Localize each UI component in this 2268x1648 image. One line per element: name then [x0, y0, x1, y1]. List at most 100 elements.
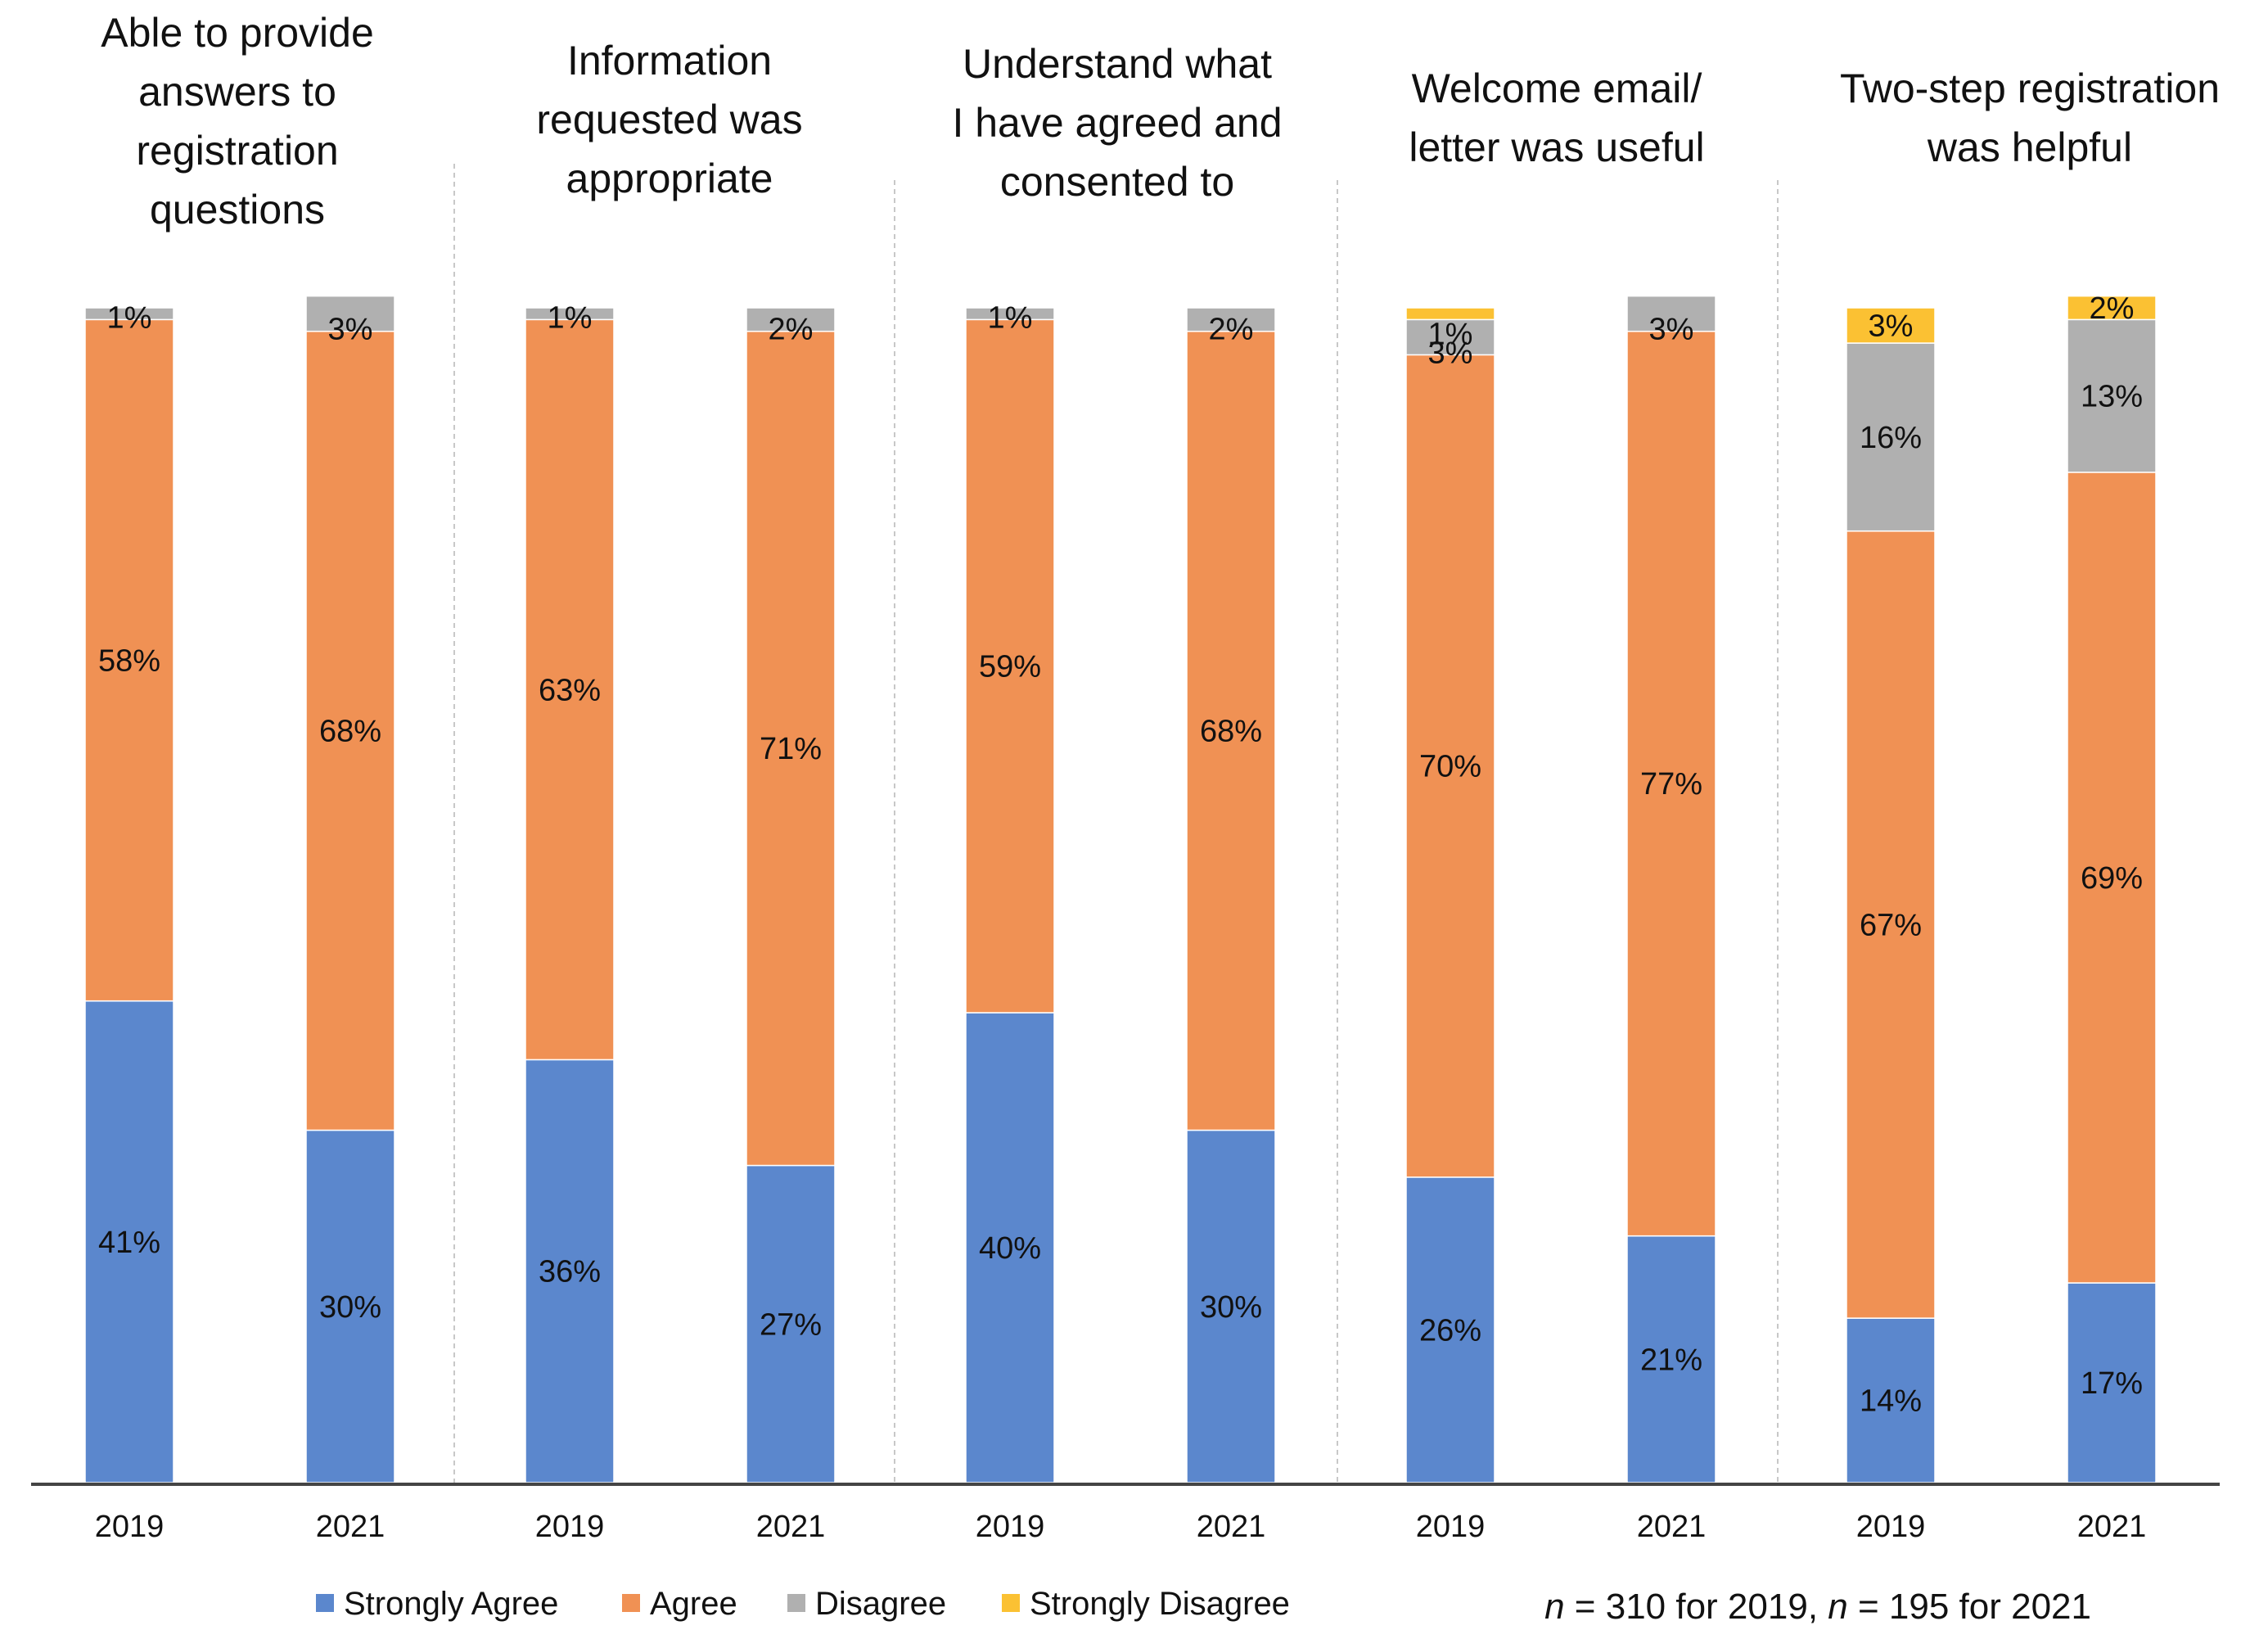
data-label: 3% [1869, 309, 1914, 344]
data-label: 70% [1419, 750, 1481, 784]
legend: Strongly Agree Agree Disagree Strongly Disa… [316, 1586, 1290, 1622]
data-label: 3% [1649, 313, 1694, 347]
group-separators [453, 164, 1779, 1483]
bar-segment-strongly-agree [1846, 1317, 1936, 1483]
data-label: 40% [979, 1231, 1041, 1266]
group-title: Two-step registration was helpful [1840, 65, 2220, 170]
data-label: 13% [2081, 380, 2143, 414]
sample-size-2019: = 310 for 2019, [1565, 1587, 1828, 1627]
bar-segment-strongly-agree [1626, 1235, 1716, 1483]
group-title: Able to provide answers to registration que… [101, 10, 374, 233]
bar-segment-agree [2067, 472, 2157, 1284]
data-label: 3% [328, 313, 373, 347]
bar-2021: 27% 71% 2% [746, 307, 836, 1483]
data-label: 30% [319, 1290, 381, 1325]
group-title-line: Information [567, 38, 772, 84]
legend-item-strongly-agree: Strongly Agree [316, 1586, 558, 1622]
sample-size-n-symbol: n [1828, 1587, 1847, 1627]
bar-segment-disagree [746, 307, 836, 332]
year-label: 2021 [1197, 1510, 1266, 1544]
group-title-line: Two-step registration [1840, 65, 2220, 111]
bar-segment-strongly-agree [1186, 1129, 1276, 1483]
legend-swatch [622, 1594, 640, 1612]
data-label: 3% [1428, 336, 1473, 370]
bar-2021: 17% 69% 13% 2% [2067, 291, 2157, 1483]
data-label: 2% [769, 313, 814, 347]
year-labels: 2019 2021 2019 2021 2019 2021 2019 2021 2019 2021 [95, 1510, 2147, 1544]
bar-2019: 14% 67% 16% 3% [1846, 307, 1936, 1483]
year-label: 2021 [2077, 1510, 2147, 1544]
bar-2019: 36% 63% 1% [525, 300, 615, 1483]
year-label: 2021 [1637, 1510, 1707, 1544]
bar-segment-strongly-agree [965, 1012, 1055, 1483]
data-label: 1% [548, 300, 593, 335]
group-title-line: was helpful [1927, 124, 2132, 170]
data-label: 36% [539, 1255, 601, 1289]
year-label: 2019 [1856, 1510, 1926, 1544]
data-label: 21% [1640, 1343, 1702, 1377]
bar-segment-disagree [1846, 342, 1936, 532]
year-label: 2021 [316, 1510, 386, 1544]
bar-segment-strongly-agree [525, 1059, 615, 1483]
legend-label: Strongly Disagree [1030, 1586, 1290, 1622]
group-title-line: Understand what [963, 41, 1272, 87]
bar-segment-disagree [305, 295, 395, 332]
legend-item-agree: Agree [622, 1586, 737, 1622]
bar-segment-disagree [2067, 318, 2157, 473]
legend-swatch [316, 1594, 334, 1612]
sample-size-2021: = 195 for 2021 [1848, 1587, 2091, 1627]
legend-item-disagree: Disagree [787, 1586, 946, 1622]
group-title-line: consented to [1000, 159, 1234, 205]
bar-segment-disagree [84, 307, 174, 321]
group-titles: Able to provide answers to registration que… [101, 10, 2220, 233]
bar-segment-agree [965, 318, 1055, 1014]
group-title-line: registration [136, 128, 338, 174]
year-label: 2019 [1416, 1510, 1486, 1544]
group-title-line: requested was [536, 97, 802, 142]
data-label: 1% [988, 300, 1033, 335]
data-label: 2% [2090, 291, 2135, 326]
bar-segment-strongly-disagree [1405, 307, 1495, 321]
sample-size-n-symbol: n [1544, 1587, 1564, 1627]
bar-segment-strongly-agree [305, 1129, 395, 1483]
bar-segment-disagree [1626, 295, 1716, 332]
data-label: 2% [1209, 313, 1254, 347]
group-title: Understand what I have agreed and consente… [952, 41, 1282, 205]
bar-segment-strongly-agree [746, 1164, 836, 1483]
bar-segment-agree [1846, 530, 1936, 1319]
legend-swatch [787, 1594, 805, 1612]
group-title-line: Welcome email/ [1412, 65, 1702, 111]
bar-segment-agree [525, 318, 615, 1061]
data-label: 16% [1860, 421, 1922, 455]
bar-segment-strongly-disagree [2067, 295, 2157, 321]
bar-2019: 26% 70% 3%1% [1405, 307, 1495, 1483]
bar-segment-strongly-agree [1405, 1176, 1495, 1483]
data-label: 17% [2081, 1366, 2143, 1401]
bar-2021: 30% 68% 3% [305, 295, 395, 1483]
data-label: 59% [979, 650, 1041, 684]
year-label: 2021 [756, 1510, 826, 1544]
group-title-line: questions [150, 187, 325, 233]
group-title: Welcome email/letter was useful [1409, 65, 1704, 170]
bar-segment-agree [84, 318, 174, 1002]
bars: 41% 58% 1% 30% 68% 3% 36% 63% 1% 27% 71% 2% 40% 59% 1%… [84, 291, 2157, 1483]
data-label: 68% [1200, 715, 1262, 749]
data-label: 30% [1200, 1290, 1262, 1325]
data-label: 58% [98, 644, 160, 679]
legend-label: Strongly Agree [344, 1586, 558, 1622]
bar-segment-agree [1626, 330, 1716, 1237]
bar-2019: 41% 58% 1% [84, 300, 174, 1483]
bar-segment-disagree [1405, 318, 1495, 356]
legend-swatch [1002, 1594, 1020, 1612]
data-label: 1% [1428, 317, 1473, 351]
bar-segment-disagree [525, 307, 615, 321]
bar-segment-disagree [965, 307, 1055, 321]
data-label: 77% [1640, 767, 1702, 801]
sample-size-note: n = 310 for 2019, n = 195 for 2021 [1544, 1587, 2091, 1627]
group-title-line: letter was useful [1409, 124, 1704, 170]
bar-2021: 21% 77% 3% [1626, 295, 1716, 1483]
bar-segment-strongly-agree [84, 1000, 174, 1483]
year-label: 2019 [95, 1510, 165, 1544]
data-label: 67% [1860, 908, 1922, 942]
